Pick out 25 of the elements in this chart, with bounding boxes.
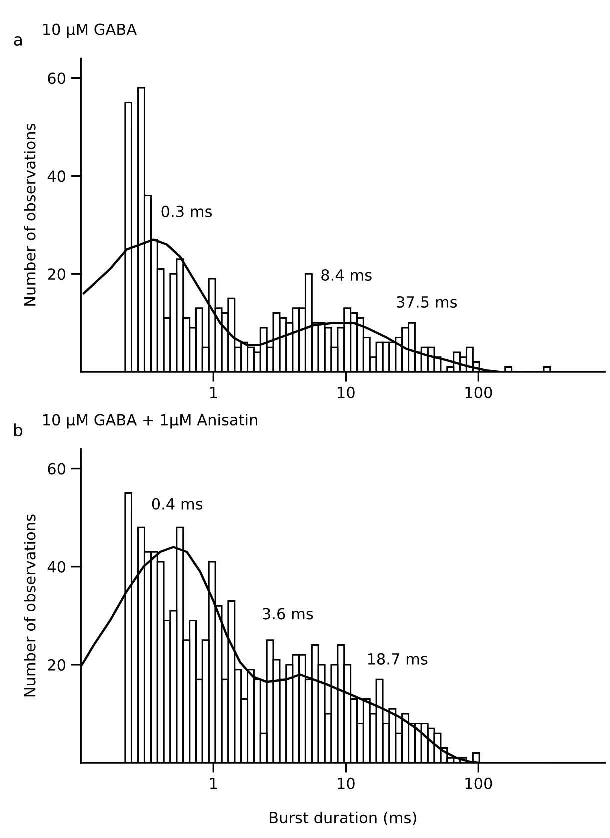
annotation: 8.4 ms (322, 269, 372, 282)
y-tick-label: 20 (48, 659, 66, 671)
text: b (14, 424, 23, 437)
y-tick-label: 40 (48, 170, 66, 182)
y-axis-title: Number of observations (24, 514, 36, 697)
text: a (14, 36, 22, 46)
annotation: 37.5 ms (397, 296, 458, 308)
x-tick-label: 10 (338, 778, 355, 790)
y-tick-label: 60 (48, 72, 66, 84)
chart-title: 10 μM GABA (44, 24, 137, 38)
y-tick-label: 60 (48, 463, 66, 475)
x-tick-label: 1 (210, 387, 218, 398)
annotation: 0.4 ms (152, 498, 203, 510)
x-tick-label: 100 (466, 778, 492, 790)
x-tick-label: 100 (466, 386, 492, 398)
annotation: 18.7 ms (368, 653, 428, 665)
x-tick-label: 1 (210, 778, 218, 790)
x-tick-label: 10 (338, 386, 355, 398)
y-tick-label: 20 (48, 268, 66, 280)
annotation: 3.6 ms (263, 608, 314, 620)
annotation: 0.3 ms (162, 206, 212, 218)
x-axis-title: Burst duration (ms) (270, 812, 416, 826)
y-axis-title: Number of observations (24, 124, 36, 306)
y-tick-label: 40 (48, 561, 66, 573)
chart-title: 10 μM GABA + 1μM Anisatin (44, 414, 258, 429)
